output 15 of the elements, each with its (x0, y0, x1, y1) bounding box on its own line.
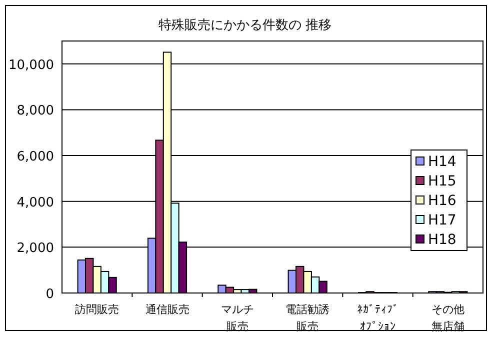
y-tick-label: 10,000 (8, 58, 54, 73)
x-tick-label: ﾈｶﾞﾃｨﾌﾞｵﾌﾟｼｮﾝ (356, 303, 399, 333)
y-tick-label: 6,000 (16, 150, 54, 165)
legend-label: H14 (428, 154, 456, 170)
x-tick-label: 通信販売 (145, 303, 190, 316)
y-tick-label: 4,000 (16, 195, 54, 210)
legend-label: H17 (428, 212, 456, 228)
x-tick-label: 訪問販売 (75, 303, 120, 316)
legend-label: H15 (428, 174, 456, 190)
y-tick-label: 8,000 (16, 104, 54, 119)
y-tick-label: 0 (46, 287, 54, 302)
y-tick-label: 2,000 (16, 241, 54, 256)
legend-label: H16 (428, 193, 456, 209)
chart-title: 特殊販売にかかる件数の 推移 (158, 18, 332, 33)
legend-label: H18 (428, 232, 456, 248)
